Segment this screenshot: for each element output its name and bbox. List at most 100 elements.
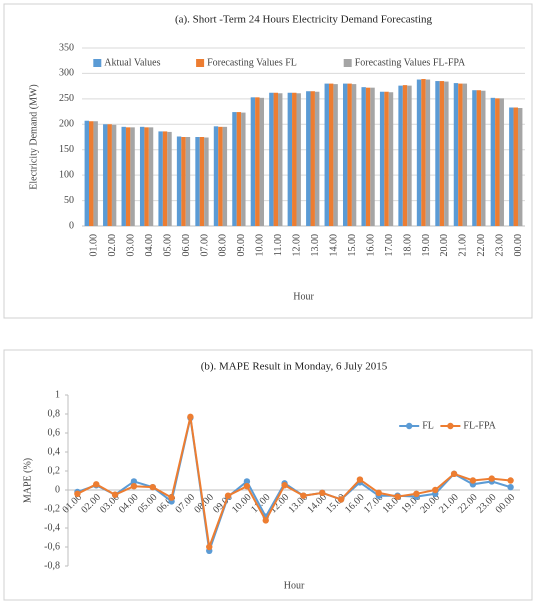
bar: [499, 98, 504, 226]
bar: [130, 127, 135, 226]
bar: [490, 97, 496, 226]
legend-swatch: [93, 59, 102, 67]
bar: [324, 83, 329, 226]
y-tick-label: 0,2: [48, 465, 61, 476]
point: [432, 486, 439, 494]
y-tick-label: -0,4: [44, 522, 60, 533]
bar: [402, 85, 408, 226]
bar: [416, 79, 422, 226]
y-tick-label: -0,8: [44, 560, 60, 571]
legend-label: Aktual Values: [104, 57, 160, 68]
chart-frame: [3, 3, 533, 319]
bar: [287, 92, 293, 226]
legend-swatch: [406, 422, 413, 430]
bar: [125, 127, 131, 226]
x-tick-label: 09.00: [236, 234, 247, 257]
bar: [185, 137, 191, 226]
bar: [513, 107, 518, 226]
legend-swatch: [447, 422, 454, 430]
bar: [181, 137, 186, 226]
bar: [204, 137, 209, 226]
point: [281, 482, 288, 489]
x-tick-label: 23.00: [495, 234, 506, 257]
x-tick-label: 20.00: [439, 234, 450, 257]
point: [319, 489, 326, 497]
y-tick-label: 350: [59, 42, 74, 53]
y-tick-label: 50: [64, 195, 74, 206]
bar: [103, 124, 108, 226]
bar: [218, 126, 223, 226]
x-tick-label: 05.00: [162, 234, 173, 257]
legend-swatch: [196, 59, 205, 67]
point: [375, 489, 382, 497]
bar: [435, 81, 440, 226]
bar: [343, 83, 348, 226]
y-tick-label: 100: [59, 169, 74, 180]
chart-title: (b). MAPE Result in Monday, 6 July 2015: [201, 361, 388, 373]
point: [224, 492, 232, 499]
bar: [148, 127, 154, 226]
x-tick-label: 03.00: [125, 234, 136, 257]
y-tick-label: 200: [59, 119, 74, 130]
bar: [93, 121, 98, 226]
bar: [241, 112, 246, 226]
x-tick-label: 16.00: [365, 234, 376, 257]
bar: [144, 127, 149, 226]
point: [187, 413, 194, 421]
bar: [236, 112, 242, 226]
point: [394, 493, 401, 500]
x-tick-label: 01.00: [89, 234, 100, 257]
bar: [195, 137, 200, 226]
bar: [462, 83, 468, 226]
bar: [273, 92, 279, 226]
bar: [222, 126, 228, 226]
bar: [259, 97, 264, 226]
bar: [250, 97, 256, 227]
legend-label: Forecasting Values FL: [207, 57, 297, 68]
x-axis-label: Hour: [284, 580, 305, 591]
point: [469, 477, 477, 484]
x-tick-label: 17.00: [384, 234, 395, 257]
bar: [232, 112, 237, 226]
bar: [278, 93, 283, 227]
chart-frame: [3, 349, 533, 601]
bar: [292, 92, 297, 226]
x-axis-label: Hour: [293, 291, 314, 302]
point: [130, 478, 138, 485]
point: [74, 490, 81, 497]
bar: [176, 136, 182, 226]
legend-label: FL: [422, 420, 434, 431]
legend-label: FL-FPA: [463, 420, 496, 431]
bar: [328, 83, 334, 226]
bar: [444, 81, 449, 227]
bar: [314, 91, 320, 226]
x-tick-label: 11.00: [273, 234, 284, 256]
bar: [162, 131, 168, 226]
bar: [269, 92, 274, 226]
bar: [425, 79, 431, 226]
point: [206, 543, 213, 551]
point: [262, 517, 269, 524]
y-tick-label: 0: [55, 484, 60, 495]
x-tick-label: 22.00: [476, 234, 487, 257]
bar: [255, 97, 260, 227]
y-axis-label: MAPE (%): [22, 458, 33, 503]
bar: [199, 137, 205, 226]
x-tick-label: 21.00: [458, 234, 469, 257]
bar: [121, 126, 126, 226]
point: [488, 475, 495, 482]
point: [507, 483, 514, 491]
bar: [388, 92, 394, 226]
bar: [84, 120, 90, 226]
x-tick-label: 02.00: [107, 234, 118, 257]
x-tick-label: 00.00: [513, 234, 524, 257]
point: [300, 492, 307, 499]
y-tick-label: 0,8: [48, 408, 61, 419]
bar: [107, 124, 112, 226]
bar: [347, 83, 352, 226]
point: [168, 494, 175, 501]
point: [356, 476, 364, 483]
bar: [370, 87, 375, 226]
bar: [407, 85, 412, 227]
legend-swatch: [343, 59, 352, 67]
